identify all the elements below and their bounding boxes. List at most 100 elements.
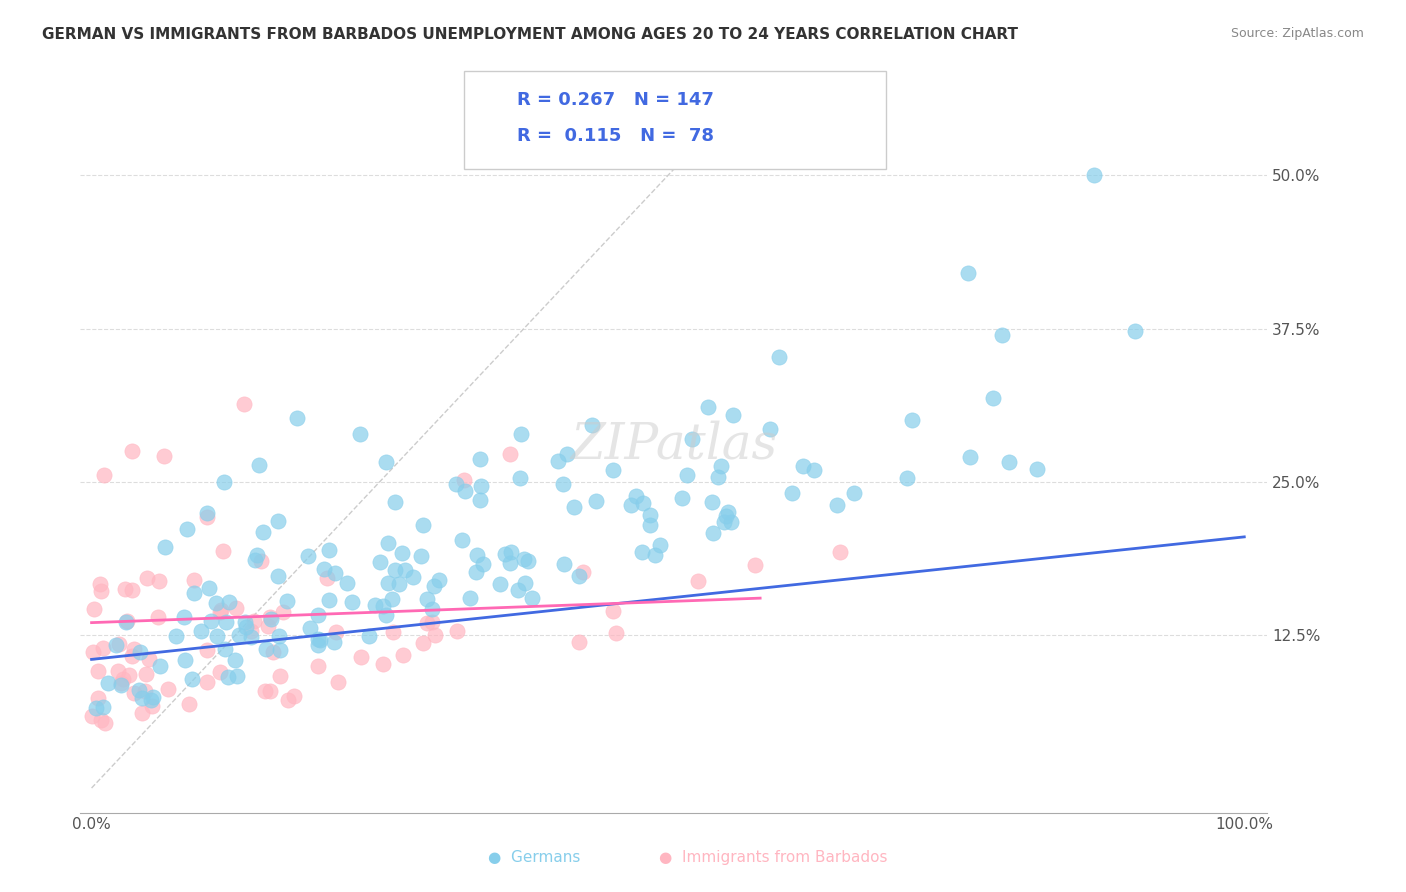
Point (276, 594, 298, 608)
Text: ZIPatlas: ZIPatlas (569, 420, 778, 470)
Point (371, 657, 394, 671)
Point (581, 418, 603, 433)
Point (1083, 169, 1105, 183)
Point (551, 476, 574, 491)
Point (423, 627, 446, 641)
Point (228, 628, 250, 642)
Point (225, 669, 247, 683)
Point (87, 691, 110, 706)
Point (247, 458, 270, 473)
Point (702, 525, 724, 540)
Point (257, 619, 280, 633)
Point (494, 547, 516, 561)
Point (218, 594, 240, 608)
Point (235, 615, 257, 629)
Point (513, 575, 536, 590)
Point (513, 552, 536, 566)
Point (83, 602, 105, 616)
Point (697, 400, 720, 414)
Point (373, 599, 395, 613)
Point (631, 496, 654, 510)
Text: ●  Germans: ● Germans (488, 850, 581, 865)
Point (254, 642, 277, 657)
Point (90, 584, 112, 599)
Point (91, 640, 114, 655)
Point (128, 683, 150, 698)
Point (267, 569, 290, 583)
Point (205, 596, 228, 610)
Point (675, 468, 697, 483)
Point (134, 683, 156, 698)
Point (122, 685, 145, 699)
Point (956, 267, 979, 281)
Point (208, 606, 231, 620)
Point (416, 592, 439, 607)
Point (499, 447, 522, 461)
Point (243, 615, 266, 629)
Point (468, 451, 491, 466)
Point (562, 500, 585, 515)
Point (409, 549, 432, 563)
Point (709, 459, 731, 474)
Text: GERMAN VS IMMIGRANTS FROM BARBADOS UNEMPLOYMENT AMONG AGES 20 TO 24 YEARS CORREL: GERMAN VS IMMIGRANTS FROM BARBADOS UNEMP… (42, 27, 1018, 42)
Point (465, 566, 488, 580)
Point (277, 693, 299, 707)
Point (174, 653, 197, 667)
Point (312, 562, 335, 576)
Point (82, 708, 104, 723)
Point (630, 545, 652, 559)
Point (149, 659, 172, 673)
Point (90, 714, 112, 728)
Point (217, 670, 239, 684)
Point (183, 586, 205, 600)
Point (269, 669, 291, 683)
Point (446, 624, 468, 638)
Point (412, 518, 434, 533)
Point (489, 576, 512, 591)
Point (309, 633, 332, 648)
Point (420, 615, 443, 629)
Point (121, 582, 143, 597)
Point (152, 450, 174, 464)
Point (470, 493, 492, 508)
Point (141, 699, 163, 714)
Point (648, 538, 671, 552)
Point (323, 566, 346, 580)
Point (522, 591, 544, 605)
Point (626, 489, 648, 503)
Point (470, 479, 492, 493)
Point (156, 682, 179, 697)
Point (89, 576, 111, 591)
Point (111, 672, 134, 686)
Point (451, 533, 474, 548)
Point (82, 644, 104, 658)
Point (131, 706, 153, 721)
Point (453, 484, 475, 499)
Point (94, 716, 117, 731)
Point (768, 350, 790, 364)
Point (644, 548, 666, 562)
Point (620, 498, 643, 512)
Point (195, 507, 218, 521)
Point (246, 548, 269, 562)
Point (671, 491, 693, 505)
Point (335, 576, 357, 591)
Point (269, 643, 291, 657)
Point (499, 557, 522, 571)
Point (142, 690, 165, 704)
Point (117, 614, 139, 628)
Point (148, 574, 170, 589)
Point (377, 576, 399, 591)
Point (381, 624, 404, 639)
Point (209, 603, 232, 617)
Point (108, 637, 131, 651)
Point (122, 641, 145, 656)
Point (183, 574, 205, 588)
Point (307, 607, 329, 622)
Point (283, 689, 305, 703)
Point (423, 579, 446, 593)
Point (721, 408, 744, 422)
Point (121, 444, 143, 458)
Point (997, 455, 1019, 469)
Point (828, 545, 851, 559)
